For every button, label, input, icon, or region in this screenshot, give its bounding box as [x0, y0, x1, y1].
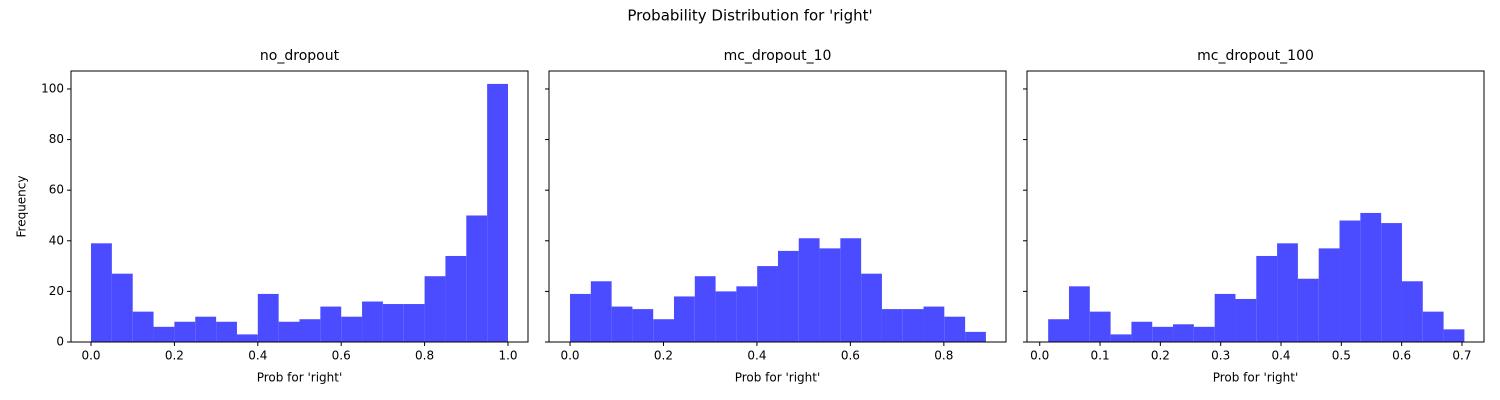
- bar: [965, 331, 986, 342]
- bar: [216, 321, 237, 342]
- x-tick-label: 0.2: [654, 349, 673, 363]
- x-tick-label: 0.6: [1392, 349, 1411, 363]
- bar: [1131, 321, 1153, 342]
- bar: [236, 334, 258, 342]
- bar: [777, 250, 799, 342]
- y-tick-label: 80: [49, 132, 64, 146]
- axes-frame: [548, 70, 1007, 343]
- bar: [1401, 281, 1423, 342]
- y-tick-label: 100: [41, 81, 64, 95]
- y-tick-label: 60: [49, 183, 64, 197]
- subplot-title: no_dropout: [260, 48, 340, 64]
- bar: [1381, 223, 1402, 342]
- bar: [632, 309, 654, 342]
- bar: [1193, 326, 1215, 342]
- bar: [1297, 278, 1319, 342]
- bar: [1422, 311, 1444, 342]
- bar: [590, 281, 612, 342]
- x-tick-label: 0.1: [1091, 349, 1110, 363]
- axes-frame: [1026, 70, 1485, 343]
- bar: [881, 309, 903, 342]
- bar: [944, 316, 966, 342]
- bar: [1089, 311, 1111, 342]
- bar: [195, 316, 217, 342]
- x-axis-label: Prob for 'right': [257, 371, 343, 385]
- x-tick-label: 0.2: [1151, 349, 1170, 363]
- x-axis-label: Prob for 'right': [1213, 371, 1299, 385]
- bar: [1318, 248, 1340, 342]
- bar: [257, 293, 279, 342]
- bar: [278, 321, 300, 342]
- x-tick-label: 1.0: [498, 349, 517, 363]
- x-tick-label: 0.6: [332, 349, 351, 363]
- bar: [861, 273, 882, 342]
- bar: [1048, 319, 1069, 342]
- x-tick-label: 0.0: [1030, 349, 1049, 363]
- bar: [715, 291, 737, 342]
- subplot-title: mc_dropout_10: [724, 48, 832, 64]
- bar: [403, 304, 425, 342]
- bar: [1277, 243, 1298, 342]
- bar: [736, 286, 758, 342]
- bar: [1235, 298, 1257, 342]
- x-tick-label: 0.2: [165, 349, 184, 363]
- bar: [798, 238, 820, 342]
- y-tick-label: 40: [49, 233, 64, 247]
- axes-frame: [70, 70, 529, 343]
- bar: [132, 311, 154, 342]
- bar: [757, 266, 778, 342]
- bar: [487, 83, 508, 343]
- x-tick-label: 0.4: [1271, 349, 1290, 363]
- x-tick-label: 0.4: [747, 349, 766, 363]
- bar: [320, 306, 342, 342]
- bar: [362, 301, 383, 342]
- x-axis-label: Prob for 'right': [735, 371, 821, 385]
- bar: [91, 243, 112, 342]
- subplot-title: mc_dropout_100: [1197, 48, 1314, 64]
- bar: [840, 238, 862, 342]
- bar: [382, 304, 404, 342]
- x-tick-label: 0.3: [1211, 349, 1230, 363]
- bar: [1443, 329, 1465, 342]
- bar: [1256, 255, 1278, 342]
- bar: [1173, 324, 1194, 342]
- y-axis-label: Frequency: [15, 176, 29, 238]
- bar: [673, 296, 695, 342]
- bar: [1152, 326, 1174, 342]
- bar: [902, 309, 924, 342]
- bar: [299, 319, 321, 342]
- x-tick-label: 0.0: [560, 349, 579, 363]
- x-tick-label: 0.5: [1332, 349, 1351, 363]
- x-tick-label: 0.6: [841, 349, 860, 363]
- bar: [111, 273, 133, 342]
- bar: [923, 306, 945, 342]
- bar: [174, 321, 196, 342]
- x-tick-label: 0.8: [415, 349, 434, 363]
- bar: [819, 248, 841, 342]
- bar: [153, 326, 175, 342]
- bar: [445, 255, 467, 342]
- bar: [341, 316, 363, 342]
- bar: [1360, 212, 1382, 342]
- bar: [1214, 293, 1236, 342]
- x-tick-label: 0.7: [1452, 349, 1471, 363]
- bar: [1110, 334, 1132, 342]
- bar: [1339, 220, 1361, 342]
- bar: [424, 276, 446, 342]
- x-tick-label: 0.4: [248, 349, 267, 363]
- bar: [1068, 286, 1090, 342]
- bar: [653, 319, 674, 342]
- x-tick-label: 0.0: [81, 349, 100, 363]
- bar: [570, 293, 591, 342]
- x-tick-label: 0.8: [934, 349, 953, 363]
- figure-title: Probability Distribution for 'right': [627, 7, 872, 25]
- bar: [466, 215, 488, 342]
- bar: [611, 306, 633, 342]
- y-tick-label: 0: [56, 335, 64, 349]
- y-tick-label: 20: [49, 284, 64, 298]
- bar: [694, 276, 716, 342]
